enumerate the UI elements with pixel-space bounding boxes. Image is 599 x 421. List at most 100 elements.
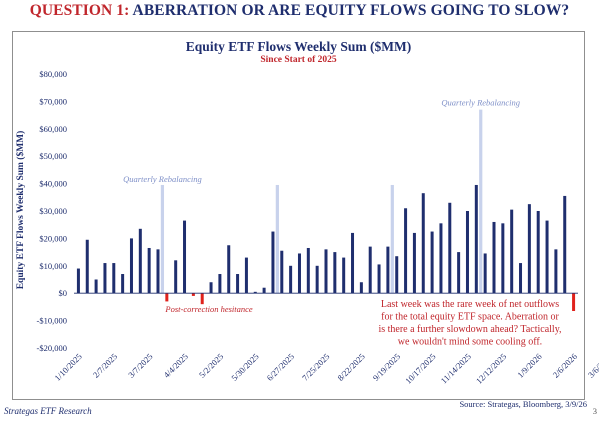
y-tick-label: $10,000 [39, 261, 67, 271]
bar-week-48 [492, 221, 496, 294]
y-axis-tick-labels: $80,000 $70,000 $60,000 $50,000 $40,000 $30,0… [37, 69, 67, 353]
rebalance-band-1 [160, 184, 165, 294]
last-week-note-line: Last week was the rare week of net outfl… [381, 299, 559, 310]
y-tick-label: $70,000 [39, 96, 67, 106]
bar-week-21 [253, 291, 257, 294]
bar-week-32 [351, 232, 355, 294]
bar-week-53 [536, 211, 540, 294]
bar-week-30 [333, 252, 337, 294]
bar-week-27 [306, 247, 310, 294]
bar-week-7 [129, 238, 133, 294]
x-tick-label: 2/6/2026 [551, 351, 579, 379]
bar-week-1 [76, 268, 80, 294]
x-tick-label: 2/7/2025 [91, 351, 119, 379]
last-week-note: Last week was the rare week of net outfl… [378, 299, 561, 348]
rebalance-bands [160, 109, 483, 294]
bar-week-40 [421, 193, 425, 294]
footer-research-label: Strategas ETF Research [4, 406, 92, 416]
post-correction-note: Post-correction hesitance [164, 304, 252, 314]
bar-week-36 [386, 246, 390, 294]
bar-week-22 [262, 287, 266, 294]
y-tick-label: $60,000 [39, 124, 67, 134]
slide-title-text: ABERRATION OR ARE EQUITY FLOWS GOING TO … [132, 2, 570, 19]
y-tick-label: $20,000 [39, 233, 67, 243]
bar-week-18 [227, 245, 231, 294]
bar-week-10 [156, 249, 160, 294]
x-tick-label: 8/22/2025 [335, 351, 366, 382]
bar-week-46 [474, 184, 478, 294]
bar-week-31 [342, 257, 346, 294]
bar-week-23 [271, 231, 275, 294]
bar-week-50 [510, 209, 514, 294]
x-tick-label: 3/7/2025 [126, 351, 154, 379]
x-tick-label: 7/25/2025 [300, 351, 331, 382]
y-axis-label: Equity ETF Flows Weekly Sum ($MM) [15, 131, 26, 290]
y-tick-label: $0 [59, 288, 68, 298]
chart-title: Equity ETF Flows Weekly Sum ($MM) [185, 39, 412, 54]
last-week-note-line: is there a further slowdown ahead? Tacti… [378, 324, 561, 335]
x-tick-label: 10/17/2025 [403, 351, 437, 385]
bar-week-6 [121, 274, 125, 294]
x-axis-tick-labels: 1/10/2025 2/7/2025 3/7/2025 4/4/2025 5/2/202… [52, 351, 599, 385]
bar-week-57 [572, 293, 576, 312]
bar-week-8 [138, 228, 142, 294]
y-tick-label: $40,000 [39, 179, 67, 189]
bar-week-3 [94, 279, 98, 294]
chart-frame [12, 31, 585, 400]
slide-title-prefix: QUESTION 1: [29, 2, 130, 19]
bar-week-43 [448, 202, 452, 294]
bar-week-42 [439, 223, 443, 294]
bar-series [76, 184, 576, 312]
chart-subtitle: Since Start of 2025 [260, 55, 337, 65]
bar-week-41 [430, 231, 434, 294]
rebalance-band-4 [479, 109, 483, 294]
bar-week-17 [218, 274, 222, 294]
bar-week-25 [289, 265, 293, 294]
x-tick-label: 5/2/2025 [197, 351, 225, 379]
bar-week-26 [297, 253, 301, 294]
page-number: 3 [592, 406, 597, 416]
rebalance-label-4: Quarterly Rebalancing [441, 98, 520, 108]
bar-week-55 [554, 249, 558, 294]
bar-week-44 [457, 252, 461, 294]
bar-week-14 [191, 293, 195, 296]
last-week-note-line: we wouldn't mind some cooling off. [398, 337, 542, 348]
bar-week-34 [368, 246, 372, 294]
bar-week-49 [501, 223, 505, 294]
y-tick-label: $30,000 [39, 206, 67, 216]
slide-title: QUESTION 1: ABERRATION OR ARE EQUITY FLO… [0, 2, 599, 20]
bar-week-4 [103, 263, 107, 294]
x-tick-label: 11/14/2025 [439, 351, 473, 385]
bar-week-56 [563, 195, 567, 294]
bar-week-38 [404, 208, 408, 294]
y-tick-label: -$10,000 [37, 316, 67, 326]
rebalance-band-3 [390, 184, 394, 294]
bar-week-13 [183, 220, 187, 294]
bar-week-16 [209, 282, 213, 294]
x-tick-label: 4/4/2025 [161, 351, 189, 379]
bar-week-11 [165, 293, 169, 302]
bar-week-47 [483, 253, 487, 294]
x-tick-label: 1/10/2025 [52, 351, 83, 382]
rebalance-label-1: Quarterly Rebalancing [123, 174, 202, 184]
x-tick-label: 3/6/2026 [586, 351, 599, 379]
bar-week-5 [112, 263, 116, 294]
rebalance-band-2 [275, 184, 279, 294]
bar-week-28 [315, 265, 319, 294]
bar-week-9 [147, 247, 151, 294]
bar-week-39 [412, 232, 416, 294]
x-tick-label: 9/19/2025 [371, 351, 402, 382]
y-tick-label: -$20,000 [37, 343, 67, 353]
y-tick-label: $80,000 [39, 69, 67, 79]
bar-week-15 [200, 293, 204, 305]
last-week-note-line: for the total equity ETF space. Aberrati… [381, 312, 559, 323]
bar-week-20 [244, 257, 248, 294]
chart-annotations: Quarterly Rebalancing Quarterly Rebalanci… [123, 98, 561, 348]
bar-week-45 [465, 211, 469, 294]
bar-week-54 [545, 220, 549, 294]
bar-week-12 [174, 260, 178, 294]
bar-week-51 [519, 263, 523, 294]
bar-week-19 [236, 274, 240, 294]
x-tick-label: 12/12/2025 [474, 351, 508, 385]
bar-week-35 [377, 264, 381, 294]
